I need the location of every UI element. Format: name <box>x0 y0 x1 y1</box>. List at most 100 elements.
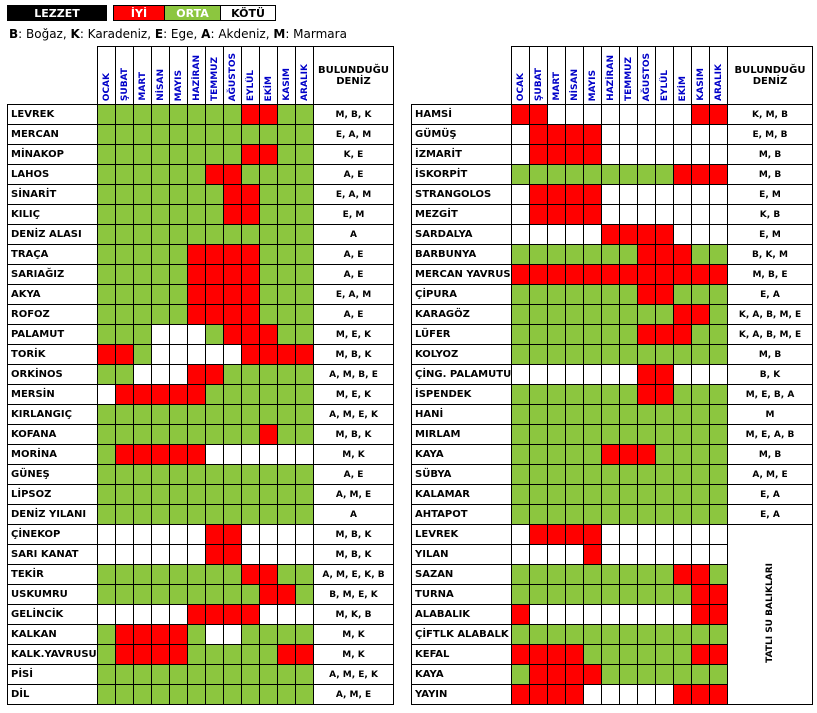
fish-name: MERCAN YAVRUSU <box>411 264 512 285</box>
taste-cell <box>511 664 530 685</box>
taste-cell <box>223 204 242 225</box>
taste-cell <box>97 164 116 185</box>
month-label: TEMMUZ <box>623 56 634 101</box>
taste-cell <box>133 224 152 245</box>
taste-cell <box>295 444 314 465</box>
fish-row: ROFOZ A, E <box>7 304 394 325</box>
taste-cell <box>187 564 206 585</box>
taste-cell <box>259 344 278 365</box>
taste-cell <box>709 644 728 665</box>
taste-cell <box>565 624 584 645</box>
taste-cell <box>223 164 242 185</box>
taste-cell <box>655 384 674 405</box>
taste-cell <box>223 124 242 145</box>
taste-cell <box>277 444 296 465</box>
taste-cell <box>187 304 206 325</box>
taste-cell <box>259 224 278 245</box>
taste-cell <box>115 564 134 585</box>
fish-name: ORKİNOS <box>7 364 98 385</box>
taste-cell <box>565 584 584 605</box>
taste-cell <box>223 644 242 665</box>
taste-cell <box>547 664 566 685</box>
taste-cell <box>223 544 242 565</box>
month-label: ŞUBAT <box>533 67 544 101</box>
taste-cell <box>133 364 152 385</box>
taste-cell <box>565 564 584 585</box>
taste-cell <box>673 364 692 385</box>
taste-cell <box>169 104 188 125</box>
taste-cell <box>115 684 134 705</box>
taste-cell <box>223 404 242 425</box>
taste-cell <box>277 684 296 705</box>
taste-cell <box>709 464 728 485</box>
fish-seas: A <box>313 224 394 245</box>
month-header: EYLÜL <box>655 46 674 105</box>
fish-name: YAYIN <box>411 684 512 705</box>
taste-cell <box>133 324 152 345</box>
taste-cell <box>637 284 656 305</box>
taste-cell <box>169 444 188 465</box>
taste-cell <box>295 124 314 145</box>
taste-cell <box>619 204 638 225</box>
month-label: MART <box>551 72 562 101</box>
taste-cell <box>511 104 530 125</box>
taste-cell <box>529 564 548 585</box>
taste-cell <box>241 544 260 565</box>
fish-row: KOLYOZ M, B <box>411 344 813 365</box>
taste-cell <box>169 664 188 685</box>
taste-cell <box>133 664 152 685</box>
fish-seas: A, M, B, E <box>313 364 394 385</box>
month-label: KASIM <box>695 68 706 101</box>
taste-cell <box>601 564 620 585</box>
taste-cell <box>151 424 170 445</box>
taste-cell <box>655 604 674 625</box>
fish-name: İSKORPİT <box>411 164 512 185</box>
taste-cell <box>673 184 692 205</box>
taste-cell <box>565 444 584 465</box>
taste-cell <box>205 404 224 425</box>
taste-cell <box>259 144 278 165</box>
taste-cell <box>511 204 530 225</box>
taste-cell <box>673 684 692 705</box>
fish-name: KOFANA <box>7 424 98 445</box>
taste-cell <box>187 624 206 645</box>
taste-cell <box>529 204 548 225</box>
taste-cell <box>691 524 710 545</box>
month-label: MAYIS <box>173 69 184 101</box>
taste-cell <box>223 524 242 545</box>
taste-cell <box>259 304 278 325</box>
fish-row: YAYIN <box>411 684 813 705</box>
fish-seas: M <box>727 404 813 425</box>
taste-cell <box>277 604 296 625</box>
taste-cell <box>115 504 134 525</box>
taste-cell <box>187 604 206 625</box>
month-header: KASIM <box>277 46 296 105</box>
fish-name: HANİ <box>411 404 512 425</box>
taste-cell <box>169 564 188 585</box>
taste-cell <box>241 564 260 585</box>
fish-name: KARAGÖZ <box>411 304 512 325</box>
taste-cell <box>583 484 602 505</box>
taste-cell <box>637 624 656 645</box>
month-header: EKİM <box>259 46 278 105</box>
fish-seas: M, B, E <box>727 264 813 285</box>
taste-cell <box>115 544 134 565</box>
abbr-name: Marmara <box>293 27 347 41</box>
taste-cell <box>115 604 134 625</box>
taste-cell <box>709 404 728 425</box>
taste-cell <box>97 104 116 125</box>
taste-cell <box>133 544 152 565</box>
fish-row: AKYA E, A, M <box>7 284 394 305</box>
taste-cell <box>655 504 674 525</box>
taste-cell <box>637 124 656 145</box>
fish-name: SARDALYA <box>411 224 512 245</box>
taste-cell <box>295 424 314 445</box>
month-label: HAZİRAN <box>191 55 202 101</box>
taste-cell <box>511 624 530 645</box>
freshwater-label: TATLI SU BALIKLARI <box>765 562 775 663</box>
month-label: EYLÜL <box>659 69 670 101</box>
taste-cell <box>655 224 674 245</box>
taste-cell <box>511 684 530 705</box>
taste-cell <box>529 384 548 405</box>
fish-name: MERSİN <box>7 384 98 405</box>
